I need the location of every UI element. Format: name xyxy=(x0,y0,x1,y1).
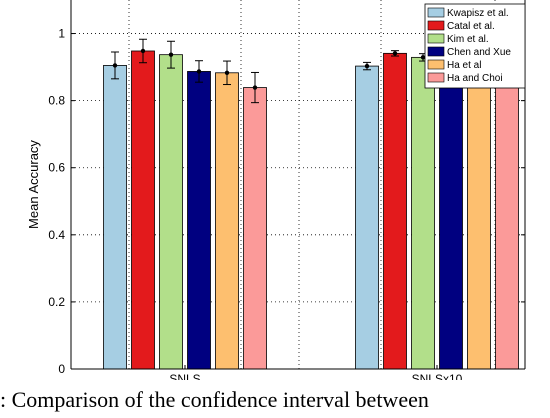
legend-swatch xyxy=(427,46,445,57)
y-tick-label: 0 xyxy=(58,362,65,376)
legend-swatch xyxy=(427,72,445,83)
bar xyxy=(159,54,183,370)
legend-swatch xyxy=(427,33,445,44)
bar xyxy=(131,50,155,370)
legend-label: Kim et al. xyxy=(447,34,489,45)
mean-marker xyxy=(420,55,426,60)
legend-swatch xyxy=(427,59,445,70)
x-tick-label: SNLSx10 xyxy=(412,372,463,380)
y-axis-label: Mean Accuracy xyxy=(26,140,41,229)
mean-marker xyxy=(168,52,174,57)
legend-label: Catal et al. xyxy=(447,21,495,32)
mean-marker xyxy=(112,63,118,68)
mean-marker xyxy=(140,48,146,54)
mean-marker xyxy=(224,70,230,75)
bar-chart: 0 0.2 0.4 0.6 0.8 1 SNLS SNLSx10 Mean Accuracy K… xyxy=(26,0,526,380)
bar xyxy=(215,72,239,370)
bar xyxy=(187,71,211,370)
mean-marker xyxy=(392,51,398,56)
y-tick-label: 0.4 xyxy=(48,228,65,242)
y-tick-label: 0.2 xyxy=(48,295,65,309)
bar xyxy=(411,56,435,370)
bar xyxy=(383,52,407,370)
bar xyxy=(243,87,267,370)
bar xyxy=(439,70,463,370)
y-tick-label: 0.6 xyxy=(48,161,65,175)
y-tick-label: 1 xyxy=(58,27,65,41)
legend-label: Ha and Choi xyxy=(447,73,503,84)
mean-marker xyxy=(364,63,370,69)
legend-label: Chen and Xue xyxy=(447,47,511,58)
figure-caption: : Comparison of the confidence interval … xyxy=(0,387,429,412)
legend-swatch xyxy=(427,7,445,18)
legend-label: Kwapisz et al. xyxy=(447,8,509,19)
bar xyxy=(495,78,519,370)
bar xyxy=(467,80,491,370)
y-tick-label: 0.8 xyxy=(48,94,65,108)
mean-marker xyxy=(196,69,202,74)
x-tick-label: SNLS xyxy=(169,372,200,380)
mean-marker xyxy=(252,85,258,90)
bar xyxy=(103,65,127,370)
bar xyxy=(355,65,379,370)
legend-label: Ha et al xyxy=(447,60,481,71)
legend-swatch xyxy=(427,20,445,31)
